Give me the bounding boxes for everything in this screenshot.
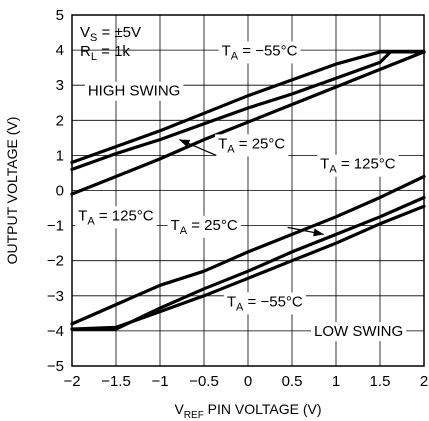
- annotation-text: TA = −55°C: [222, 42, 298, 62]
- x-axis-label-rest: PIN VOLTAGE (V): [204, 401, 322, 417]
- x-tick-label: −2: [63, 373, 80, 390]
- series-line-low-swing: [70, 204, 426, 331]
- y-tick-label: −2: [47, 253, 64, 270]
- annotation-text: TA = 25°C: [218, 135, 285, 155]
- arrow-head: [313, 228, 324, 237]
- y-tick-label: 0: [56, 183, 64, 200]
- annotation-background: [167, 215, 241, 238]
- annotation-ta-25-high: TA = 25°C: [215, 134, 289, 157]
- x-tick-label: 0.5: [282, 373, 303, 390]
- annotation-background: [311, 322, 407, 342]
- x-tick-label: −1: [151, 373, 168, 390]
- x-tick-label: 2: [420, 373, 428, 390]
- annotation-ta-125-right: TA = 125°C: [317, 154, 399, 177]
- y-tick-label: −4: [47, 323, 64, 340]
- x-axis-label-main: V: [174, 401, 184, 417]
- annotation-text: LOW SWING: [314, 323, 403, 340]
- y-tick-label: 1: [56, 147, 64, 164]
- x-tick-label: 1: [332, 373, 340, 390]
- x-tick-label: −1.5: [101, 373, 131, 390]
- y-tick-label: −3: [47, 288, 64, 305]
- y-axis-label: OUTPUT VOLTAGE (V): [4, 117, 20, 265]
- y-tick-label: −1: [47, 218, 64, 235]
- annotation-background: [223, 292, 306, 315]
- series-lines: [70, 50, 426, 331]
- annotation-text: HIGH SWING: [88, 83, 181, 100]
- condition-label: VS = ±5V: [80, 24, 141, 44]
- annotation-ta-25-low: TA = 25°C: [167, 215, 241, 238]
- plot-frame: [71, 14, 425, 367]
- y-tick-label: 4: [56, 42, 64, 59]
- annotation-ta-neg55-low: TA = −55°C: [223, 292, 306, 315]
- x-axis-label-sub: REF: [184, 410, 204, 421]
- x-tick-label: 0: [244, 373, 252, 390]
- x-axis-label: VREF PIN VOLTAGE (V): [174, 401, 321, 421]
- condition-label: RL = 1k: [80, 43, 130, 63]
- y-tick-label: 2: [56, 112, 64, 129]
- series-line-high-swing: [70, 50, 426, 164]
- annotation-background: [317, 154, 399, 177]
- annotation-background: [75, 206, 157, 229]
- series-line-high-swing: [70, 50, 426, 196]
- annotation-low-swing: LOW SWING: [311, 322, 407, 342]
- annotation-background: [84, 81, 184, 101]
- annotation-background: [218, 41, 301, 64]
- annotation-text: TA = −55°C: [227, 293, 303, 313]
- y-tick-label: −5: [47, 358, 64, 375]
- annotation-text: TA = 25°C: [171, 217, 238, 237]
- annotation-ta-neg55-high: TA = −55°C: [218, 41, 301, 64]
- x-tick-label: −0.5: [189, 373, 219, 390]
- series-line-high-swing: [70, 50, 426, 171]
- y-tick-label: 5: [56, 7, 64, 24]
- annotation-background: [215, 134, 289, 157]
- annotation-text: TA = 125°C: [320, 156, 396, 176]
- annotations: TA = −55°C TA = 25°C TA = 125°C TA = 125°C T…: [75, 41, 407, 342]
- annotation-text: TA = 125°C: [78, 207, 154, 227]
- annotation-high-swing: HIGH SWING: [84, 81, 184, 101]
- annotation-ta-125-left: TA = 125°C: [75, 206, 157, 229]
- x-tick-label: 1.5: [370, 373, 391, 390]
- arrow-head: [179, 139, 191, 148]
- series-line-low-swing: [70, 174, 426, 326]
- y-tick-label: 3: [56, 77, 64, 94]
- tick-labels: −2 −1.5 −1 −0.5 0 0.5 1 1.5 2 −5 −4 −3 −2 −1 0 1 2 3 4 5: [47, 7, 428, 390]
